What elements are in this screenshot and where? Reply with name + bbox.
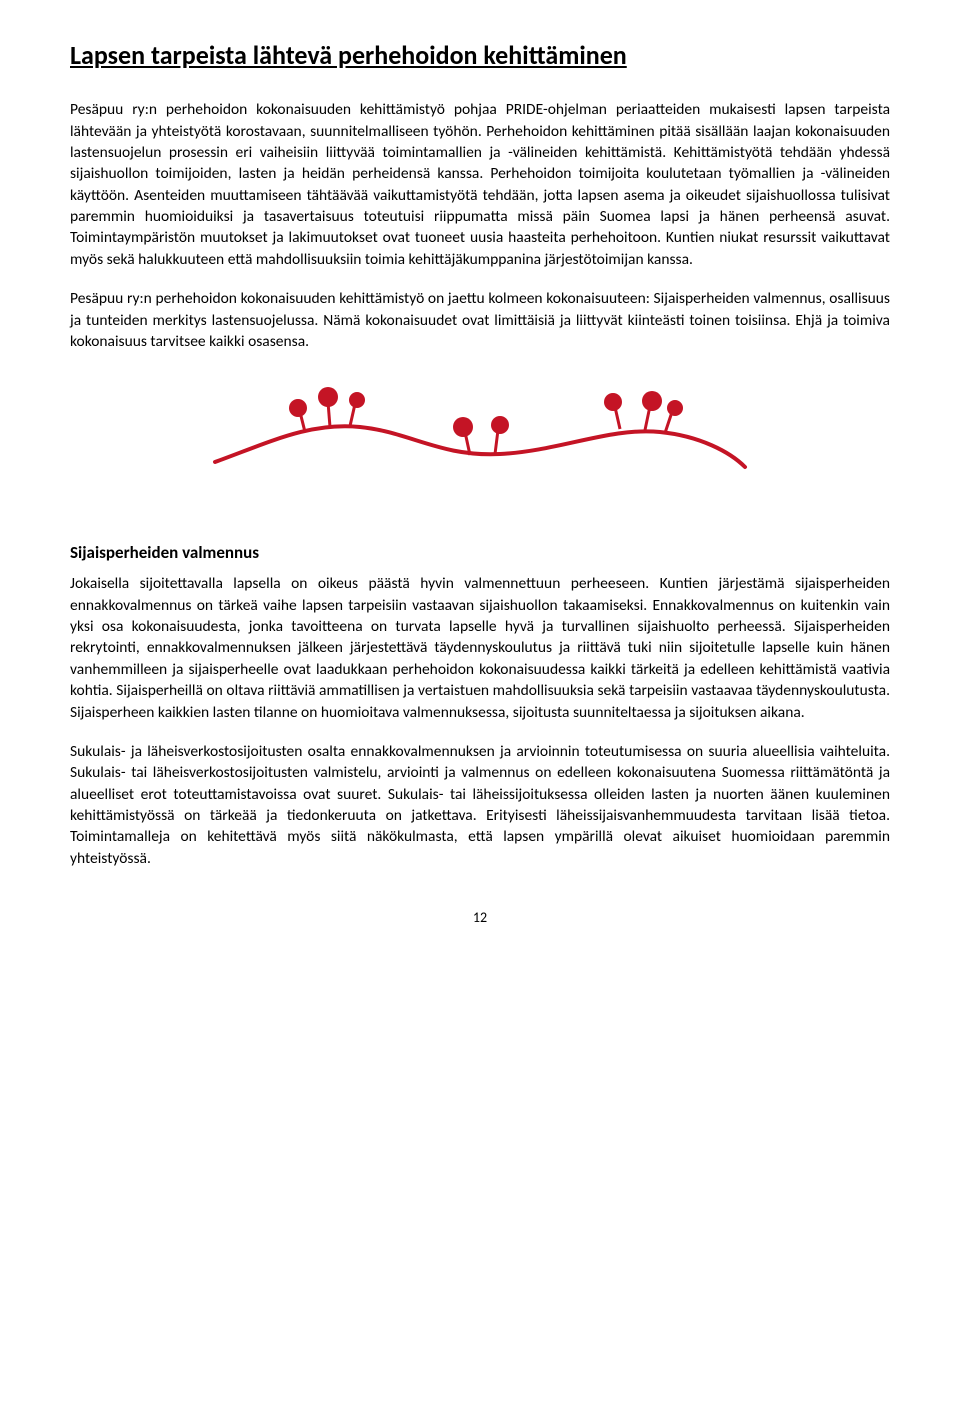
paragraph-1: Pesäpuu ry:n perhehoidon kokonaisuuden k…	[70, 99, 890, 270]
paragraph-4: Sukulais- ja läheisverkostosijoitusten o…	[70, 741, 890, 869]
page-title: Lapsen tarpeista lähtevä perhehoidon keh…	[70, 40, 890, 71]
paragraph-2: Pesäpuu ry:n perhehoidon kokonaisuuden k…	[70, 288, 890, 352]
subheading-valmennus: Sijaisperheiden valmennus	[70, 542, 890, 563]
page-number: 12	[70, 909, 890, 926]
decorative-graphic-wrap	[70, 382, 890, 492]
branch-graphic	[210, 382, 750, 492]
paragraph-3: Jokaisella sijoitettavalla lapsella on o…	[70, 573, 890, 723]
